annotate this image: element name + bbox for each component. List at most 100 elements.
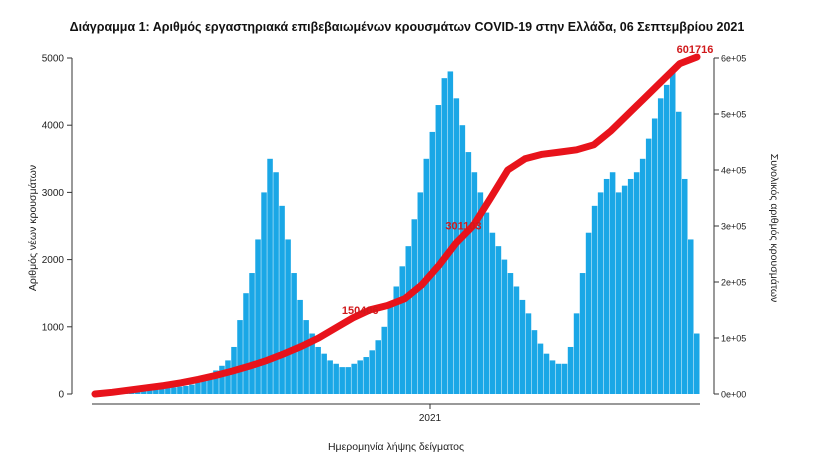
- daily-cases-bar: [579, 273, 586, 394]
- y-tick-left-label: 3000: [42, 188, 65, 199]
- daily-cases-bar: [249, 273, 255, 394]
- daily-cases-bar: [315, 346, 321, 394]
- daily-cases-bar: [321, 353, 327, 394]
- daily-cases-bar: [309, 333, 315, 394]
- daily-cases-bar: [303, 320, 309, 394]
- daily-cases-bar: [543, 353, 550, 394]
- daily-cases-bar: [459, 125, 466, 394]
- daily-cases-bar: [147, 389, 153, 394]
- daily-cases-bar: [633, 172, 640, 394]
- y-tick-right-label: 1e+05: [721, 334, 746, 344]
- y-tick-right-label: 4e+05: [721, 166, 746, 176]
- daily-cases-bar: [669, 71, 676, 394]
- daily-cases-bar: [525, 313, 532, 394]
- daily-cases-bar: [681, 178, 688, 394]
- cumulative-cases-line: [91, 53, 701, 398]
- daily-cases-bar: [225, 360, 231, 394]
- daily-cases-bar: [693, 333, 700, 394]
- daily-cases-bar: [357, 360, 363, 394]
- daily-cases-bar: [639, 158, 646, 394]
- daily-cases-bar: [429, 131, 436, 395]
- daily-cases-bar: [261, 192, 267, 394]
- daily-cases-bar: [615, 192, 622, 394]
- daily-cases-bar: [141, 389, 147, 394]
- y-tick-right-label: 6e+05: [721, 54, 746, 64]
- daily-cases-bar: [213, 370, 219, 394]
- daily-cases-bar: [531, 330, 538, 394]
- daily-cases-bar: [159, 387, 165, 394]
- daily-cases-bar: [435, 105, 442, 394]
- daily-cases-bar: [687, 239, 694, 394]
- daily-cases-bar: [657, 98, 664, 394]
- cumulative-annotation: 150406: [342, 305, 379, 317]
- daily-cases-bar: [237, 320, 243, 394]
- daily-cases-bar: [663, 84, 670, 394]
- daily-cases-bar: [573, 313, 580, 394]
- y-tick-right-label: 2e+05: [721, 278, 746, 288]
- daily-cases-bar: [603, 178, 610, 394]
- daily-cases-bar: [507, 273, 514, 394]
- daily-cases-bar: [279, 205, 285, 394]
- daily-cases-bar: [183, 385, 189, 394]
- daily-cases-bar: [477, 192, 484, 394]
- daily-cases-bar: [333, 363, 339, 394]
- daily-cases-bar: [243, 293, 249, 394]
- x-axis-label: Ημερομηνία λήψης δείγματος: [328, 441, 464, 453]
- cumulative-annotation: 301103: [445, 220, 481, 232]
- daily-cases-bar: [495, 246, 502, 394]
- daily-cases-bar: [327, 360, 333, 394]
- daily-cases-bar: [195, 382, 201, 394]
- daily-cases-bar: [609, 172, 616, 394]
- x-tick-label: 2021: [419, 413, 442, 424]
- bars-layer: [93, 71, 700, 395]
- daily-cases-bar: [393, 286, 400, 394]
- y-tick-right-label: 3e+05: [721, 222, 746, 232]
- daily-cases-bar: [489, 232, 496, 394]
- daily-cases-bar: [417, 192, 424, 394]
- cumulative-annotation: 601716: [677, 44, 714, 56]
- daily-cases-bar: [339, 367, 345, 394]
- daily-cases-bar: [273, 172, 279, 394]
- cumulative-line-layer: 150406 301103 601716: [91, 44, 714, 398]
- daily-cases-bar: [537, 343, 544, 394]
- daily-cases-bar: [561, 363, 568, 394]
- daily-cases-bar: [411, 219, 418, 394]
- daily-cases-bar: [255, 239, 261, 394]
- daily-cases-bar: [567, 346, 574, 394]
- daily-cases-bar: [285, 239, 291, 394]
- daily-cases-bar: [153, 388, 159, 394]
- daily-cases-bar: [483, 212, 490, 394]
- daily-cases-bar: [621, 185, 628, 394]
- y-tick-left-label: 2000: [42, 255, 65, 266]
- daily-cases-bar: [471, 172, 478, 394]
- daily-cases-bar: [375, 340, 381, 394]
- daily-cases-bar: [345, 367, 351, 394]
- y-tick-right-label: 5e+05: [721, 110, 746, 120]
- daily-cases-bar: [189, 384, 195, 394]
- y-tick-right-label: 0e+00: [721, 390, 746, 400]
- daily-cases-bar: [597, 192, 604, 394]
- daily-cases-bar: [627, 178, 634, 394]
- daily-cases-bar: [291, 273, 297, 394]
- daily-cases-bar: [363, 357, 369, 394]
- chart-title: Διάγραμμα 1: Αριθμός εργαστηριακά επιβεβ…: [69, 20, 745, 34]
- daily-cases-bar: [447, 71, 454, 394]
- y-tick-left-label: 1000: [42, 322, 65, 333]
- daily-cases-bar: [645, 138, 652, 394]
- daily-cases-bar: [585, 232, 592, 394]
- daily-cases-bar: [555, 363, 562, 394]
- daily-cases-bar: [201, 379, 207, 394]
- y-axis-left-label: Αριθμός νέων κρουσμάτων: [27, 165, 39, 291]
- daily-cases-bar: [651, 118, 658, 394]
- daily-cases-bar: [501, 259, 508, 394]
- daily-cases-bar: [591, 205, 598, 394]
- axes-layer: 0 1000 2000 3000 4000 5000 0e+00 1e+05 2e+05 3e+0…: [42, 54, 747, 425]
- daily-cases-bar: [381, 326, 388, 394]
- daily-cases-bar: [675, 111, 682, 394]
- daily-cases-bar: [351, 363, 357, 394]
- daily-cases-bar: [207, 376, 213, 394]
- daily-cases-bar: [441, 78, 448, 394]
- daily-cases-bar: [399, 266, 406, 394]
- y-tick-left-label: 0: [58, 390, 64, 401]
